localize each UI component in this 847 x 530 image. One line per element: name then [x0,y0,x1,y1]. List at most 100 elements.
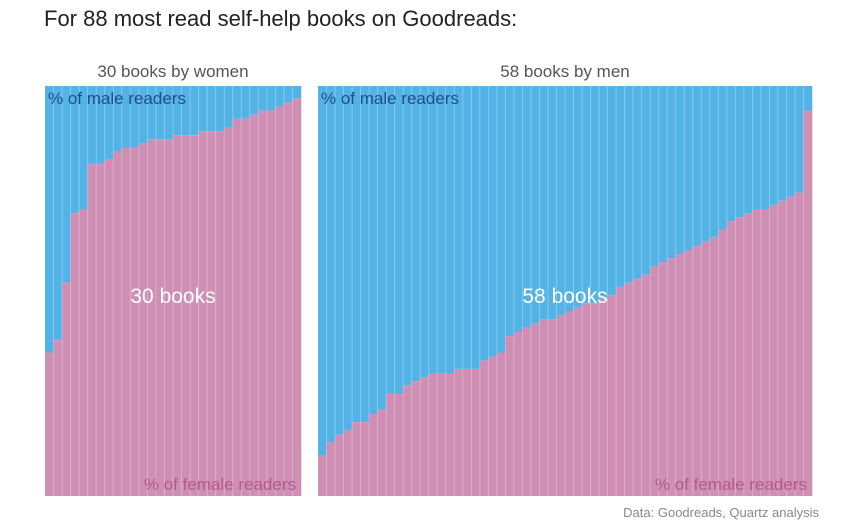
bar-female-women-30 [292,98,302,497]
bar-female-men-12 [411,381,421,496]
center-count-label-women: 30 books [130,285,215,308]
bar-male-men-50 [735,86,745,218]
bar-female-women-12 [138,143,148,496]
bar-male-men-4 [343,86,353,431]
bar-female-men-4 [343,430,353,496]
bar-male-men-8 [377,86,387,410]
bar-male-men-22 [496,86,506,353]
bar-male-men-28 [547,86,557,320]
bar-female-men-3 [335,434,344,496]
bar-male-women-15 [164,86,174,140]
bar-female-men-45 [692,245,702,496]
bar-female-men-55 [777,200,787,497]
bar-female-women-17 [181,135,191,496]
bar-male-men-26 [530,86,540,324]
bar-female-women-4 [70,213,80,496]
bar-female-men-26 [530,323,540,496]
bar-female-women-20 [207,131,216,496]
bar-male-men-25 [522,86,532,328]
bar-male-women-10 [121,86,131,148]
bar-male-men-51 [743,86,753,214]
bar-female-women-10 [121,147,131,496]
bar-female-men-5 [352,422,361,496]
bar-male-women-24 [241,86,251,119]
bar-female-men-11 [403,385,412,496]
bar-male-men-6 [360,86,370,423]
bar-male-men-43 [675,86,685,255]
bar-female-men-22 [496,352,506,496]
bar-female-men-28 [547,319,557,496]
bar-male-men-37 [624,86,634,283]
bar-female-men-41 [658,262,668,496]
bar-male-men-27 [539,86,549,320]
bar-female-women-16 [173,135,182,496]
bar-male-men-12 [411,86,421,382]
bar-male-women-8 [104,86,114,160]
bar-female-men-7 [369,414,378,496]
panel-women: % of male readers % of female readers 30 b… [45,86,302,497]
women-panel-title: 30 books by women [97,62,249,81]
bar-female-women-26 [258,110,268,496]
bar-male-women-21 [215,86,225,132]
bar-female-men-50 [735,217,745,496]
female-readers-label-women: % of female readers [144,475,296,494]
bar-female-men-38 [633,278,642,496]
bar-female-women-15 [164,139,174,497]
bar-female-men-1 [318,455,327,496]
bar-female-men-37 [624,282,634,496]
bar-female-men-58 [803,110,813,496]
bar-male-women-18 [190,86,199,136]
source-note: Data: Goodreads, Quartz analysis [623,505,819,520]
bar-male-women-1 [45,86,54,353]
bar-female-women-7 [96,163,106,496]
bar-male-men-7 [369,86,378,414]
bar-male-men-9 [386,86,395,394]
bar-male-men-14 [428,86,438,373]
bar-female-men-54 [769,204,779,496]
bar-female-women-2 [53,340,63,496]
bar-female-women-22 [224,127,234,496]
bar-male-men-33 [590,86,600,304]
bar-female-men-56 [786,196,796,496]
bar-female-men-51 [743,213,753,496]
bar-male-men-39 [641,86,651,275]
bar-male-men-31 [573,86,583,308]
bar-male-men-46 [701,86,711,242]
bar-female-men-23 [505,336,515,496]
bar-male-men-47 [709,86,719,238]
bar-male-men-17 [454,86,464,369]
bar-female-men-10 [394,393,404,496]
bar-male-women-3 [62,86,71,283]
bar-male-men-19 [471,86,481,369]
bar-female-men-2 [326,442,336,496]
bar-male-women-20 [207,86,216,132]
bar-male-women-30 [292,86,302,99]
bar-female-men-18 [462,368,472,496]
bar-male-men-55 [777,86,787,201]
bar-female-women-25 [249,114,259,496]
bar-female-women-13 [147,139,157,497]
bar-female-men-49 [726,221,736,497]
bar-female-men-20 [479,360,489,496]
bar-female-men-34 [599,299,608,496]
bar-female-men-9 [386,393,395,496]
bar-male-men-24 [513,86,523,332]
bar-female-men-19 [471,368,481,496]
male-readers-label-men: % of male readers [321,89,459,108]
bar-male-men-29 [556,86,566,316]
bar-female-men-57 [794,192,804,496]
bar-male-men-13 [420,86,430,378]
bar-female-men-47 [709,237,719,496]
bar-female-men-6 [360,422,370,496]
bar-female-men-42 [667,258,677,496]
bar-female-women-11 [130,147,140,496]
bar-female-men-31 [573,307,583,496]
bar-male-men-30 [565,86,574,312]
bar-female-men-53 [760,209,770,496]
bar-male-men-44 [684,86,694,250]
bar-female-men-8 [377,409,387,496]
bar-female-women-5 [79,209,88,496]
bar-female-women-28 [275,106,285,496]
bar-female-women-24 [241,118,251,497]
men-panel-title: 58 books by men [500,62,630,81]
